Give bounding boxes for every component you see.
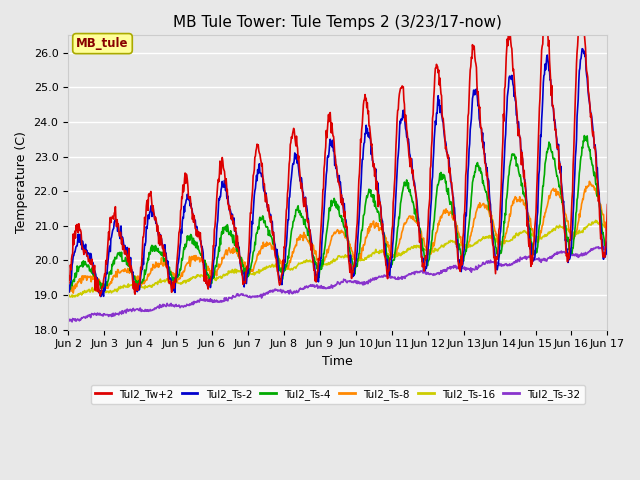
Tul2_Ts-8	[165, 264, 173, 270]
Tul2_Ts-8	[64, 287, 72, 293]
Y-axis label: Temperature (C): Temperature (C)	[15, 132, 28, 233]
Tul2_Ts-32	[604, 246, 611, 252]
Tul2_Tw+2	[97, 293, 104, 299]
Tul2_Tw+2	[90, 270, 98, 276]
Tul2_Ts-16	[64, 293, 72, 299]
Tul2_Ts-4	[288, 226, 296, 231]
Tul2_Ts-4	[586, 148, 593, 154]
Tul2_Ts-8	[289, 249, 296, 254]
Tul2_Ts-4	[604, 246, 611, 252]
Tul2_Ts-32	[64, 315, 72, 321]
Tul2_Ts-32	[91, 311, 99, 316]
Tul2_Ts-8	[586, 180, 594, 186]
Tul2_Ts-2	[579, 46, 586, 51]
Tul2_Ts-4	[64, 288, 72, 294]
Tul2_Ts-4	[580, 132, 588, 138]
Line: Tul2_Ts-4: Tul2_Ts-4	[68, 135, 607, 291]
Tul2_Ts-4	[577, 158, 584, 164]
Tul2_Ts-32	[586, 249, 593, 254]
Tul2_Tw+2	[577, 0, 585, 6]
Tul2_Ts-8	[586, 179, 593, 184]
Tul2_Ts-16	[69, 294, 77, 300]
Tul2_Ts-32	[68, 319, 76, 325]
Tul2_Tw+2	[64, 279, 72, 285]
Tul2_Ts-16	[383, 250, 390, 256]
Tul2_Ts-16	[165, 278, 173, 284]
Tul2_Ts-2	[64, 286, 72, 291]
Tul2_Tw+2	[586, 104, 594, 110]
Tul2_Ts-2	[604, 238, 611, 244]
Tul2_Ts-8	[604, 231, 611, 237]
Tul2_Ts-16	[604, 226, 611, 231]
Tul2_Ts-2	[577, 56, 585, 61]
Tul2_Tw+2	[289, 131, 296, 137]
Tul2_Ts-32	[289, 291, 296, 297]
X-axis label: Time: Time	[323, 355, 353, 368]
Tul2_Ts-4	[90, 273, 98, 279]
Tul2_Ts-2	[90, 267, 98, 273]
Tul2_Ts-2	[289, 163, 296, 168]
Tul2_Ts-16	[592, 217, 600, 223]
Tul2_Tw+2	[578, 0, 586, 4]
Tul2_Ts-32	[600, 243, 607, 249]
Tul2_Tw+2	[604, 202, 611, 207]
Tul2_Ts-8	[69, 290, 77, 296]
Tul2_Ts-16	[289, 267, 296, 273]
Legend: Tul2_Tw+2, Tul2_Ts-2, Tul2_Ts-4, Tul2_Ts-8, Tul2_Ts-16, Tul2_Ts-32: Tul2_Tw+2, Tul2_Ts-2, Tul2_Ts-4, Tul2_Ts…	[91, 385, 585, 404]
Line: Tul2_Ts-32: Tul2_Ts-32	[68, 246, 607, 322]
Tul2_Ts-2	[383, 263, 390, 268]
Tul2_Ts-16	[577, 229, 585, 235]
Line: Tul2_Ts-16: Tul2_Ts-16	[68, 220, 607, 297]
Line: Tul2_Tw+2: Tul2_Tw+2	[68, 1, 607, 296]
Tul2_Ts-8	[577, 206, 585, 212]
Tul2_Ts-8	[91, 275, 99, 281]
Tul2_Ts-32	[165, 303, 173, 309]
Line: Tul2_Ts-2: Tul2_Ts-2	[68, 48, 607, 297]
Tul2_Ts-2	[165, 269, 173, 275]
Tul2_Ts-32	[577, 253, 585, 259]
Tul2_Ts-16	[586, 221, 593, 227]
Tul2_Ts-4	[164, 264, 172, 270]
Tul2_Ts-2	[586, 104, 594, 110]
Tul2_Ts-16	[91, 286, 99, 292]
Line: Tul2_Ts-8: Tul2_Ts-8	[68, 181, 607, 293]
Title: MB Tule Tower: Tule Temps 2 (3/23/17-now): MB Tule Tower: Tule Temps 2 (3/23/17-now…	[173, 15, 502, 30]
Tul2_Tw+2	[383, 264, 390, 269]
Tul2_Ts-4	[382, 241, 390, 247]
Text: MB_tule: MB_tule	[76, 37, 129, 50]
Tul2_Ts-2	[97, 294, 104, 300]
Tul2_Ts-8	[383, 242, 390, 248]
Tul2_Tw+2	[165, 278, 173, 284]
Tul2_Ts-32	[383, 274, 390, 279]
